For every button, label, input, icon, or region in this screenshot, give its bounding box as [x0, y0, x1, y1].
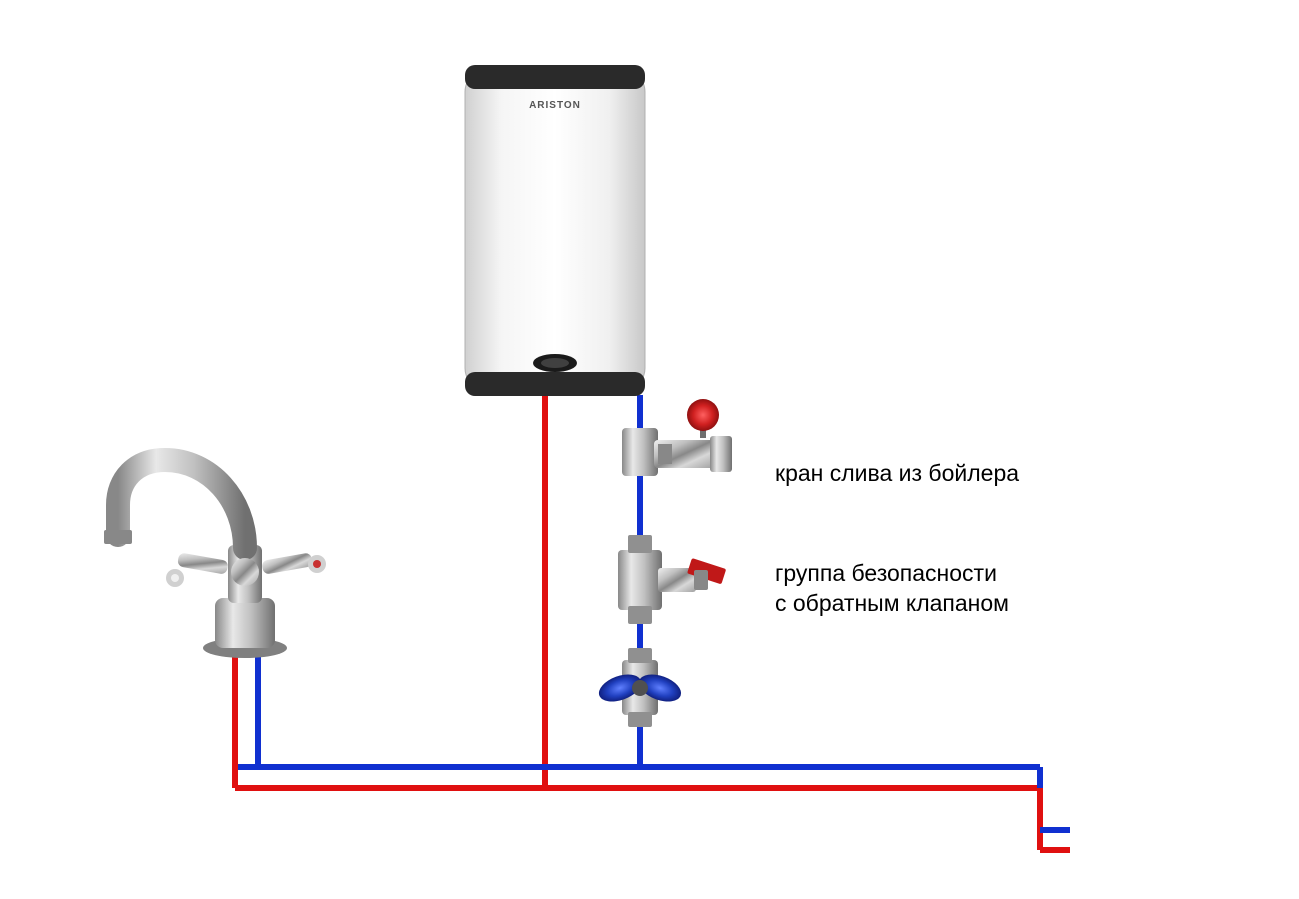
boiler: ARISTON: [465, 65, 645, 396]
label-safety-line2: с обратным клапаном: [775, 590, 1009, 617]
safety-group: [618, 535, 726, 624]
faucet: [104, 460, 326, 658]
boiler-brand: ARISTON: [529, 100, 581, 111]
shutoff-valve: [595, 648, 685, 727]
label-safety-line1: группа безопасности: [775, 560, 997, 587]
label-drain: кран слива из бойлера: [775, 460, 1019, 487]
plumbing-diagram: ARISTON: [0, 0, 1299, 894]
